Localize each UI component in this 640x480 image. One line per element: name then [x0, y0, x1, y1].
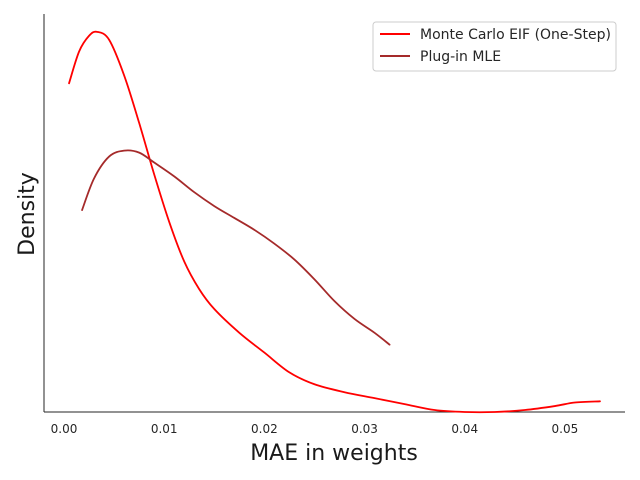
series-layer [68, 30, 601, 414]
series-line-monte-carlo [68, 30, 601, 414]
x-axis-label: MAE in weights [250, 441, 418, 466]
x-tick-label: 0.00 [51, 422, 78, 436]
x-tick-label: 0.04 [451, 422, 478, 436]
series-line-plugin-mle [81, 149, 391, 346]
legend-label-plugin-mle: Plug-in MLE [420, 49, 501, 65]
x-tick-label: 0.02 [251, 422, 278, 436]
x-tick-label: 0.03 [351, 422, 378, 436]
x-ticks: 0.00 0.01 0.02 0.03 0.04 0.05 [51, 422, 579, 436]
axes [43, 14, 625, 413]
x-tick-label: 0.01 [151, 422, 178, 436]
legend-label-monte-carlo: Monte Carlo EIF (One-Step) [420, 27, 611, 43]
legend-frame [372, 21, 617, 72]
y-axis-label: Density [15, 172, 40, 256]
legend: Monte Carlo EIF (One-Step) Plug-in MLE [372, 21, 617, 72]
x-tick-label: 0.05 [552, 422, 579, 436]
